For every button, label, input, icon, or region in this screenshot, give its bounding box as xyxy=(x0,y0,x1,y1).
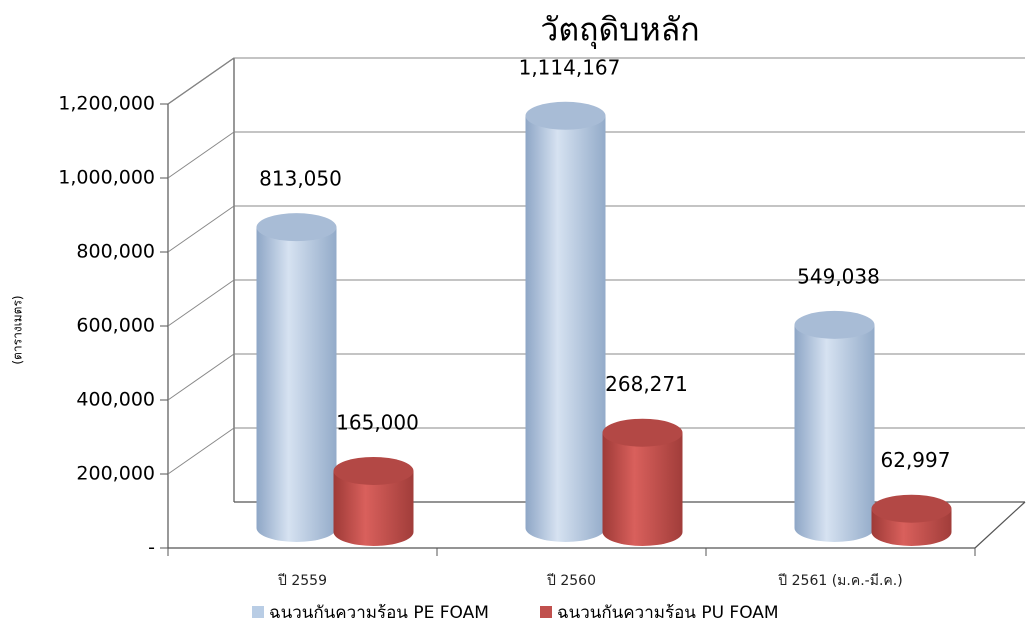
y-tick-label: 1,200,000 xyxy=(58,93,155,115)
y-tick-label: 800,000 xyxy=(76,241,155,263)
y-tick-label: 200,000 xyxy=(76,463,155,485)
y-tick-label: 600,000 xyxy=(76,315,155,337)
legend-swatch xyxy=(540,606,552,618)
grid-line xyxy=(167,279,235,327)
grid-line xyxy=(167,427,235,475)
data-label: 813,050 xyxy=(259,167,342,191)
y-axis-label: (ตารางเมตร) xyxy=(11,295,25,364)
data-label: 1,114,167 xyxy=(519,55,621,79)
bar xyxy=(602,432,683,546)
legend-swatch xyxy=(252,606,264,618)
bar-top xyxy=(794,310,875,339)
bar-top xyxy=(256,213,337,242)
x-tick-label: ปี 2560 xyxy=(547,573,596,589)
bar xyxy=(794,324,875,542)
chart-title: วัตถุดิบหลัก xyxy=(540,11,699,50)
bar-top xyxy=(871,494,952,523)
grid-line xyxy=(167,205,235,253)
bar xyxy=(333,470,414,546)
bar xyxy=(525,115,606,542)
legend-label: ฉนวนกันความร้อน PE FOAM xyxy=(269,603,489,623)
data-label: 268,271 xyxy=(605,372,688,396)
grid-line xyxy=(167,353,235,401)
y-tick-label: 400,000 xyxy=(76,389,155,411)
legend-label: ฉนวนกันความร้อน PU FOAM xyxy=(557,603,779,623)
data-label: 62,997 xyxy=(881,448,951,472)
y-tick-label: - xyxy=(148,537,155,559)
data-label: 549,038 xyxy=(797,264,880,288)
bar-top xyxy=(602,418,683,447)
x-tick-label: ปี 2561 (ม.ค.-มี.ค.) xyxy=(778,573,903,589)
bar-top xyxy=(333,456,414,485)
grid-line xyxy=(167,131,235,179)
y-tick-label: 1,000,000 xyxy=(58,167,155,189)
bar xyxy=(256,227,337,542)
grid-line xyxy=(167,57,235,105)
bar-top xyxy=(525,101,606,130)
x-tick-label: ปี 2559 xyxy=(278,573,327,589)
data-label: 165,000 xyxy=(336,410,419,434)
